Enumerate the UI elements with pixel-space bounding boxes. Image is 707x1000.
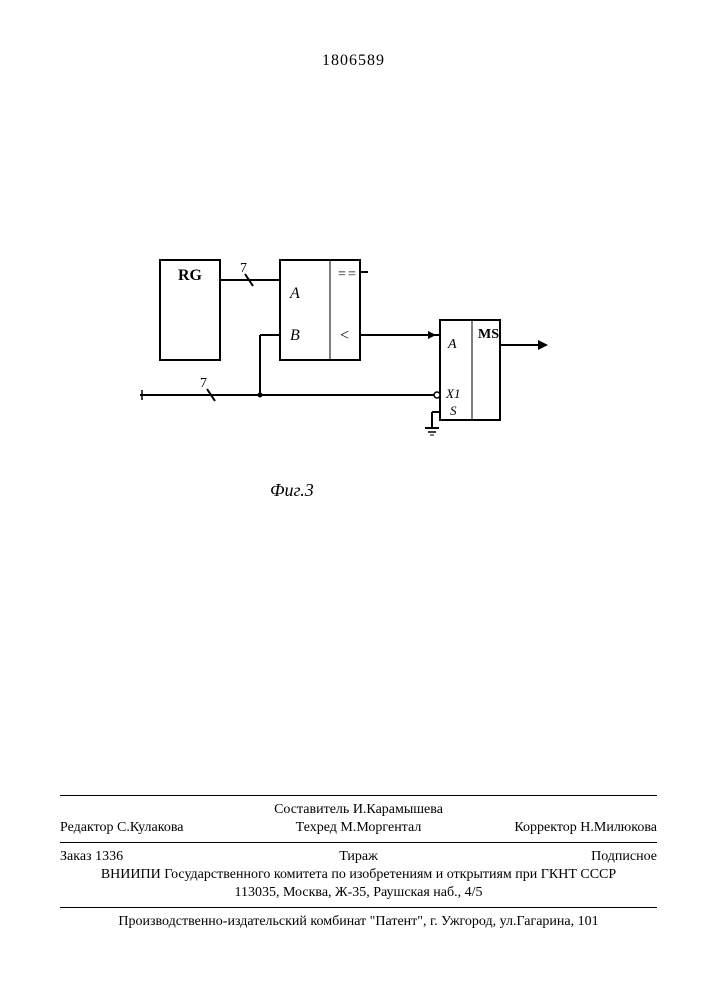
colophon: Составитель И.Карамышева Редактор С.Кула… [60, 789, 657, 930]
compiler-label: Составитель [274, 802, 349, 818]
bus-label-top: 7 [240, 261, 247, 276]
arrow-ms-out [538, 340, 548, 350]
editor-name: С.Кулакова [117, 820, 183, 835]
order-label: Заказ [60, 849, 92, 864]
techred-name: М.Моргентал [340, 820, 421, 835]
editor-label: Редактор [60, 820, 114, 835]
editor-cell: Редактор С.Кулакова [60, 820, 259, 836]
divider-1 [60, 795, 657, 796]
comparator-out-lt: < [340, 327, 349, 344]
ms-pin-x1: X1 [445, 386, 460, 401]
divider-2 [60, 842, 657, 843]
order-cell: Заказ 1336 [60, 849, 259, 865]
diagram-svg: RG A B = = < MS A X1 S 7 [140, 250, 560, 470]
credits-row: Редактор С.Кулакова Техред М.Моргентал К… [60, 820, 657, 836]
org-line: ВНИИПИ Государственного комитета по изоб… [60, 867, 657, 883]
comparator-out-eq2: = [348, 267, 356, 282]
figure-label: Фиг.3 [270, 480, 314, 501]
bus-label-bottom: 7 [200, 376, 207, 391]
comparator-out-eq1: = [338, 267, 346, 282]
patent-page: 1806589 RG A B = = < MS A X1 S [0, 0, 707, 1000]
ms-x1-bubble [434, 392, 440, 398]
order-number: 1336 [95, 849, 123, 864]
techred-cell: Техред М.Моргентал [259, 820, 458, 836]
corrector-label: Корректор [514, 820, 576, 835]
corrector-cell: Корректор Н.Милюкова [458, 820, 657, 836]
tirazh-cell: Тираж [259, 849, 458, 865]
techred-label: Техред [296, 820, 337, 835]
divider-3 [60, 907, 657, 908]
block-rg-label: RG [178, 267, 203, 284]
block-ms-label: MS [478, 327, 499, 342]
tirazh-label: Тираж [339, 849, 378, 864]
org-addr: 113035, Москва, Ж-35, Раушская наб., 4/5 [60, 885, 657, 901]
comparator-pin-b: B [290, 327, 300, 344]
arrow-into-ms-a [428, 331, 436, 339]
printer-line: Производственно-издательский комбинат "П… [60, 914, 657, 930]
compiler-row: Составитель И.Карамышева [60, 802, 657, 818]
compiler-name: И.Карамышева [353, 802, 443, 818]
corrector-name: Н.Милюкова [580, 820, 657, 835]
comparator-pin-a: A [289, 285, 300, 302]
subscription-label: Подписное [591, 849, 657, 864]
ms-pin-s: S [450, 403, 457, 418]
junction-dot-1 [258, 393, 263, 398]
document-number: 1806589 [0, 52, 707, 70]
order-row: Заказ 1336 Тираж Подписное [60, 849, 657, 865]
ms-pin-a: A [447, 337, 457, 352]
circuit-diagram: RG A B = = < MS A X1 S 7 [140, 250, 560, 470]
subscription-cell: Подписное [458, 849, 657, 865]
